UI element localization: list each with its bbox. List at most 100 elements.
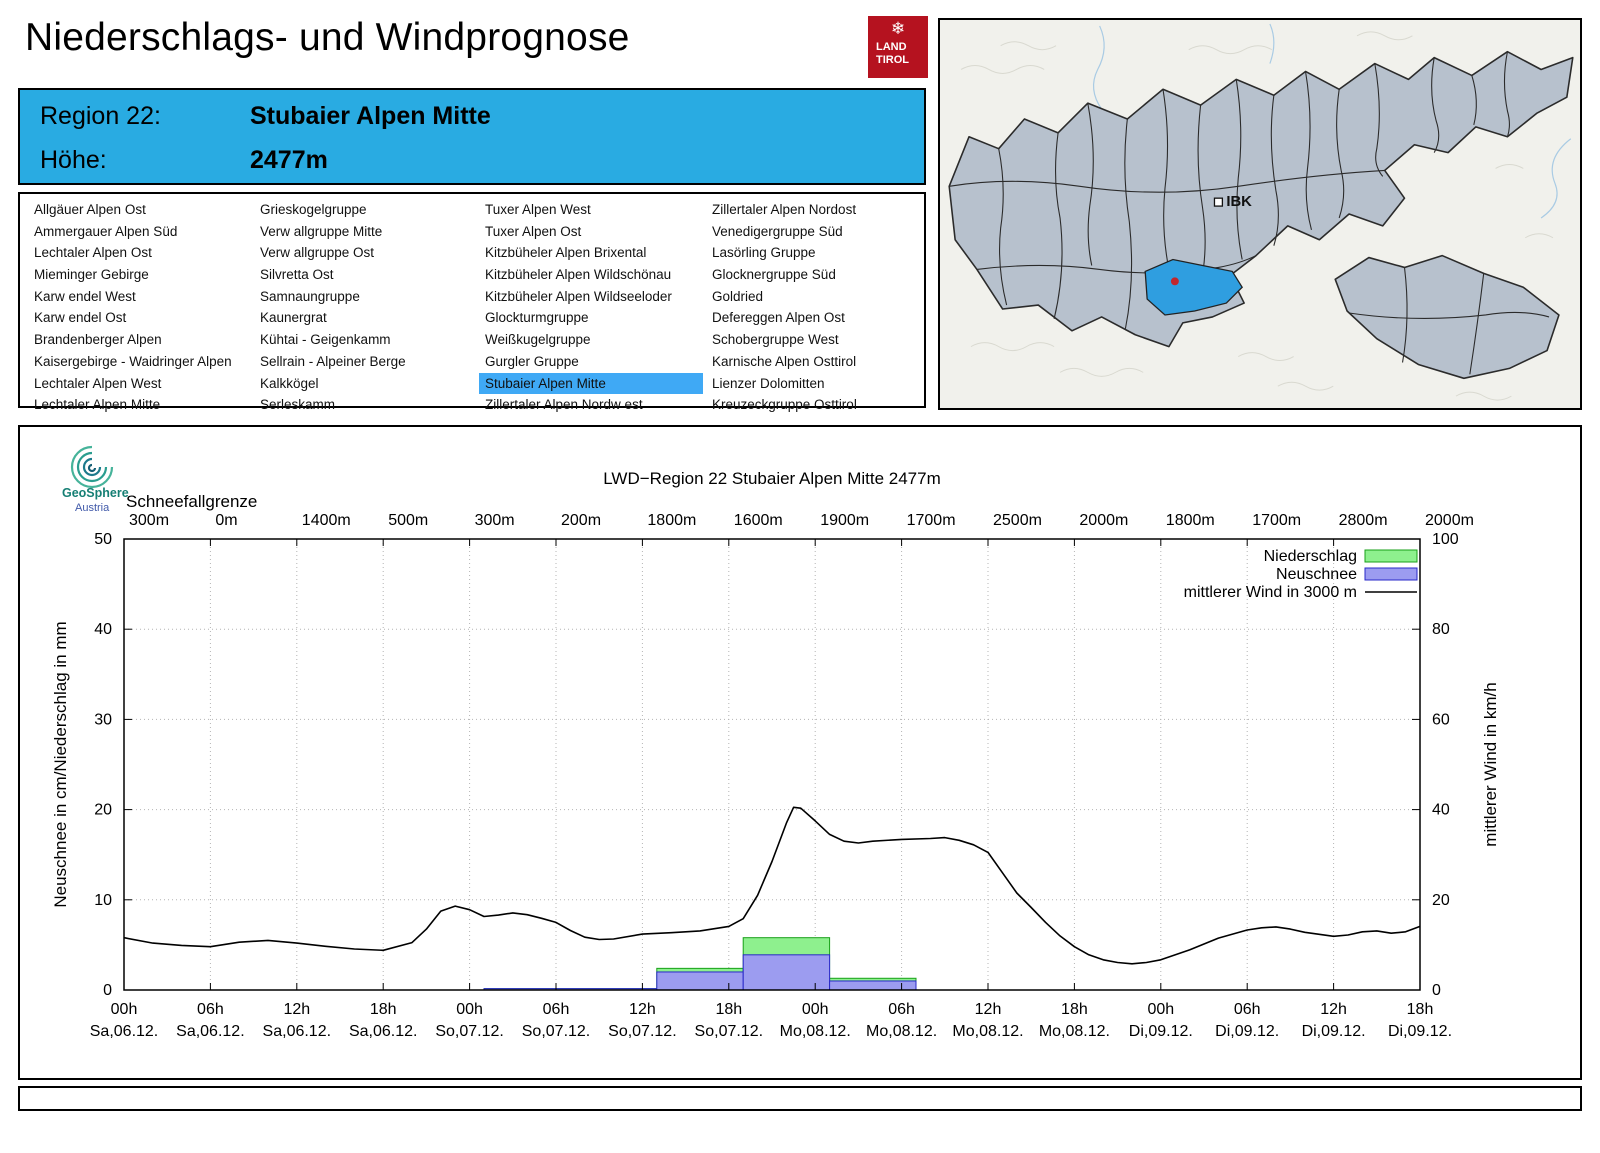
altitude-label: Höhe: bbox=[40, 146, 107, 174]
region-list-item[interactable]: Karw endel Ost bbox=[34, 310, 127, 326]
region-list-item[interactable]: Kitzbüheler Alpen Wildschönau bbox=[485, 267, 672, 283]
x-tick-date: Mo,08.12. bbox=[780, 1023, 851, 1040]
region-list-item[interactable]: Kalkkögel bbox=[260, 375, 319, 391]
region-list-item[interactable]: Zillertaler Alpen Nordw est bbox=[485, 397, 643, 413]
x-tick-time: 12h bbox=[975, 1001, 1002, 1018]
snowline-value: 2500m bbox=[993, 512, 1042, 529]
snowline-value: 500m bbox=[388, 512, 428, 529]
tirol-map[interactable]: IBK bbox=[940, 20, 1580, 408]
region-list-item[interactable]: Glockturmgruppe bbox=[485, 310, 589, 326]
y-right-tick-label: 0 bbox=[1432, 982, 1441, 999]
y-left-tick-label: 10 bbox=[94, 892, 112, 909]
region-list-item[interactable]: Tuxer Alpen Ost bbox=[485, 223, 582, 239]
snowline-value: 2800m bbox=[1339, 512, 1388, 529]
region-list-item[interactable]: Venedigergruppe Süd bbox=[712, 223, 843, 239]
region-list-item[interactable]: Gurgler Gruppe bbox=[485, 353, 579, 369]
region-list-item[interactable]: Lasörling Gruppe bbox=[712, 245, 816, 261]
y-right-tick-label: 60 bbox=[1432, 711, 1450, 728]
snowline-value: 1900m bbox=[820, 512, 869, 529]
geosphere-name: GeoSphere bbox=[62, 486, 129, 500]
map-region-north-tyrol[interactable] bbox=[948, 50, 1574, 348]
region-list-item[interactable]: Lechtaler Alpen Mitte bbox=[34, 397, 161, 413]
x-tick-time: 12h bbox=[283, 1001, 310, 1018]
map-east-borders bbox=[1349, 267, 1550, 375]
region-list-item[interactable]: Samnaungruppe bbox=[260, 288, 360, 304]
region-list-item[interactable]: Glocknergruppe Süd bbox=[712, 267, 836, 283]
region-list-column: Allgäuer Alpen Ost Ammergauer Alpen Süd Le… bbox=[28, 199, 250, 416]
y-right-tick-label: 80 bbox=[1432, 621, 1450, 638]
map-region-borders bbox=[949, 51, 1510, 329]
region-list-item[interactable]: Weißkugelgruppe bbox=[485, 332, 591, 348]
y-left-tick-label: 20 bbox=[94, 802, 112, 819]
legend-label: Neuschnee bbox=[1276, 566, 1357, 583]
region-list-column: Grieskogelgruppe Verw allgruppe Mitte Verw… bbox=[254, 199, 475, 416]
map-ibk-marker bbox=[1213, 197, 1224, 207]
region-list-item[interactable]: Kaisergebirge - Waidringer Alpen bbox=[34, 353, 232, 369]
snowline-value: 2000m bbox=[1079, 512, 1128, 529]
y-right-tick-label: 40 bbox=[1432, 802, 1450, 819]
region-list-item[interactable]: Grieskogelgruppe bbox=[260, 202, 367, 217]
region-list-item[interactable]: Schobergruppe West bbox=[712, 332, 839, 348]
region-list-item[interactable]: Zillertaler Alpen Nordost bbox=[712, 202, 857, 217]
geosphere-arcs-icon bbox=[70, 445, 114, 489]
y-right-tick-label: 20 bbox=[1432, 892, 1450, 909]
region-list-item[interactable]: Lechtaler Alpen Ost bbox=[34, 245, 152, 261]
region-list-item[interactable]: Kitzbüheler Alpen Wildseeloder bbox=[485, 288, 672, 304]
region-list-item[interactable]: Lienzer Dolomitten bbox=[712, 375, 825, 391]
region-list-item[interactable]: Allgäuer Alpen Ost bbox=[34, 202, 146, 217]
region-list-item[interactable]: Kaunergrat bbox=[260, 310, 327, 326]
region-list-item[interactable]: Goldried bbox=[712, 288, 764, 304]
neuschnee-bar bbox=[656, 971, 744, 991]
x-tick-date: Di,09.12. bbox=[1215, 1023, 1279, 1040]
map-station-dot bbox=[1170, 277, 1179, 286]
plot-frame bbox=[123, 538, 1421, 991]
region-list-item[interactable]: Lechtaler Alpen West bbox=[34, 375, 162, 391]
snowline-value: 1700m bbox=[1252, 512, 1301, 529]
region-list-item[interactable]: Sellrain - Alpeiner Berge bbox=[260, 353, 406, 369]
region-list-item[interactable]: Ammergauer Alpen Süd bbox=[34, 223, 178, 239]
map-region-selected[interactable] bbox=[1144, 258, 1244, 316]
region-list-item[interactable]: Serleskamm bbox=[260, 397, 336, 413]
map-panel: IBK bbox=[938, 18, 1582, 410]
x-tick-date: Di,09.12. bbox=[1388, 1023, 1452, 1040]
altitude-row: Höhe: 2477m bbox=[40, 142, 924, 178]
snowline-value: 2000m bbox=[1425, 512, 1474, 529]
x-tick-date: Sa,06.12. bbox=[349, 1023, 418, 1040]
region-list-item[interactable]: Karnische Alpen Osttirol bbox=[712, 353, 857, 369]
region-list-item[interactable]: Kitzbüheler Alpen Brixental bbox=[485, 245, 647, 261]
logo-text-land: LAND bbox=[876, 41, 907, 53]
y-right-tick-label: 100 bbox=[1432, 531, 1459, 548]
map-region-east-tyrol[interactable] bbox=[1334, 254, 1560, 380]
y-axis-label-right: mittlerer Wind in km/h bbox=[1481, 682, 1500, 846]
y-left-tick-label: 50 bbox=[94, 531, 112, 548]
x-tick-time: 12h bbox=[629, 1001, 656, 1018]
x-tick-date: Di,09.12. bbox=[1129, 1023, 1193, 1040]
x-tick-time: 06h bbox=[888, 1001, 915, 1018]
region-list-item[interactable]: Defereggen Alpen Ost bbox=[712, 310, 845, 326]
x-tick-time: 18h bbox=[1061, 1001, 1088, 1018]
x-tick-date: Sa,06.12. bbox=[90, 1023, 159, 1040]
region-list-item-selected[interactable]: Stubaier Alpen Mitte bbox=[479, 372, 703, 395]
region-value: Stubaier Alpen Mitte bbox=[250, 102, 491, 130]
x-tick-time: 00h bbox=[1147, 1001, 1174, 1018]
region-list-item[interactable]: Tuxer Alpen West bbox=[485, 202, 591, 217]
region-list-item[interactable]: Kühtai - Geigenkamm bbox=[260, 332, 391, 348]
region-list-item[interactable]: Kreuzeckgruppe Osttirol bbox=[712, 397, 857, 413]
land-tirol-logo: ❄ LAND TIROL bbox=[868, 16, 928, 78]
snowline-value: 1800m bbox=[1166, 512, 1215, 529]
legend-label: mittlerer Wind in 3000 m bbox=[1184, 584, 1357, 601]
x-tick-date: So,07.12. bbox=[695, 1023, 764, 1040]
region-list-item[interactable]: Verw allgruppe Mitte bbox=[260, 223, 383, 239]
x-tick-date: Sa,06.12. bbox=[263, 1023, 332, 1040]
x-tick-time: 06h bbox=[1234, 1001, 1261, 1018]
region-list-item[interactable]: Verw allgruppe Ost bbox=[260, 245, 375, 261]
region-list-item[interactable]: Mieminger Gebirge bbox=[34, 267, 149, 283]
x-tick-date: Mo,08.12. bbox=[866, 1023, 937, 1040]
neuschnee-bar bbox=[742, 954, 831, 991]
region-list-item[interactable]: Karw endel West bbox=[34, 288, 136, 304]
geosphere-sub: Austria bbox=[75, 502, 110, 514]
chart-title: LWD−Region 22 Stubaier Alpen Mitte 2477m bbox=[603, 469, 941, 488]
region-list-item[interactable]: Brandenberger Alpen bbox=[34, 332, 162, 348]
region-list-item[interactable]: Silvretta Ost bbox=[260, 267, 334, 283]
